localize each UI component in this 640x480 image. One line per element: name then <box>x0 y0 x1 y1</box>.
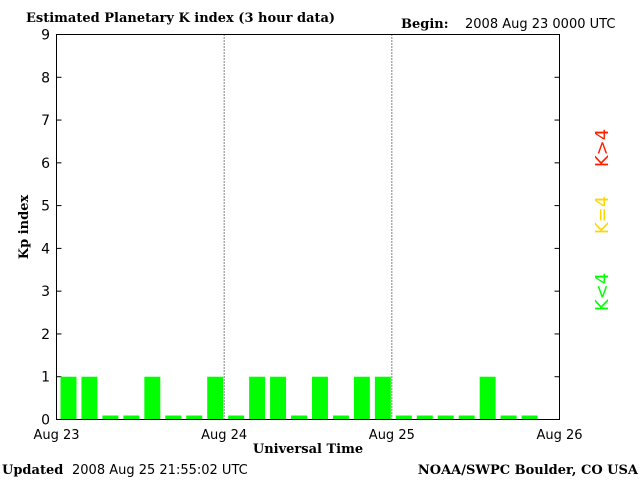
y-tick-label: 4 <box>41 241 50 257</box>
kp-bar <box>353 376 370 420</box>
kp-bar <box>123 415 140 420</box>
y-tick-label: 5 <box>41 199 50 215</box>
x-tick-label: Aug 24 <box>201 428 247 443</box>
legend-k-equal-4: K=4 <box>592 196 613 234</box>
y-tick-label: 1 <box>41 370 50 386</box>
begin-label: Begin: <box>401 17 449 32</box>
kp-bar <box>437 415 454 420</box>
y-axis-label: Kp index <box>17 195 32 260</box>
legend-k-greater-4: K>4 <box>592 129 613 167</box>
kp-bar <box>458 415 475 420</box>
updated-label: Updated <box>2 463 63 478</box>
y-tick-label: 3 <box>41 284 50 300</box>
y-tick-label: 7 <box>41 113 50 129</box>
kp-bar <box>102 415 119 420</box>
kp-bar <box>60 376 77 420</box>
legend-k-less-4: K<4 <box>592 273 613 311</box>
begin-value: 2008 Aug 23 0000 UTC <box>465 17 615 32</box>
x-axis-label: Universal Time <box>253 442 363 457</box>
source-credit: NOAA/SWPC Boulder, CO USA <box>418 463 639 478</box>
y-tick-label: 0 <box>41 413 50 429</box>
kp-bar <box>270 376 287 420</box>
kp-bar <box>81 376 98 420</box>
plot-frame <box>56 34 560 420</box>
kp-bar <box>416 415 433 420</box>
kp-bar <box>332 415 349 420</box>
updated-value: 2008 Aug 25 21:55:02 UTC <box>72 463 248 478</box>
kp-bar <box>207 376 224 420</box>
kp-bar <box>249 376 266 420</box>
x-tick-label: Aug 23 <box>33 428 79 443</box>
kp-bar <box>186 415 203 420</box>
kp-bar <box>291 415 307 420</box>
chart-title: Estimated Planetary K index (3 hour data… <box>26 11 335 26</box>
x-tick-label: Aug 26 <box>536 428 582 443</box>
kp-bar <box>500 415 517 420</box>
x-tick-label: Aug 25 <box>369 428 415 443</box>
y-tick-label: 8 <box>41 70 50 86</box>
y-tick-label: 6 <box>41 156 50 172</box>
kp-bar <box>395 415 412 420</box>
plot-area: 0 1 2 3 4 5 6 7 8 9 Aug 23 Aug 24 Aug 25 Aug 26 <box>33 28 582 444</box>
kp-bar <box>165 415 182 420</box>
kp-bar <box>312 376 328 420</box>
kp-bar <box>479 376 496 420</box>
y-tick-label: 2 <box>41 327 50 343</box>
kp-bar <box>144 376 161 420</box>
kp-bar <box>521 415 538 420</box>
kp-bar <box>374 376 391 420</box>
kp-bar <box>228 415 245 420</box>
y-tick-label: 9 <box>41 28 50 44</box>
